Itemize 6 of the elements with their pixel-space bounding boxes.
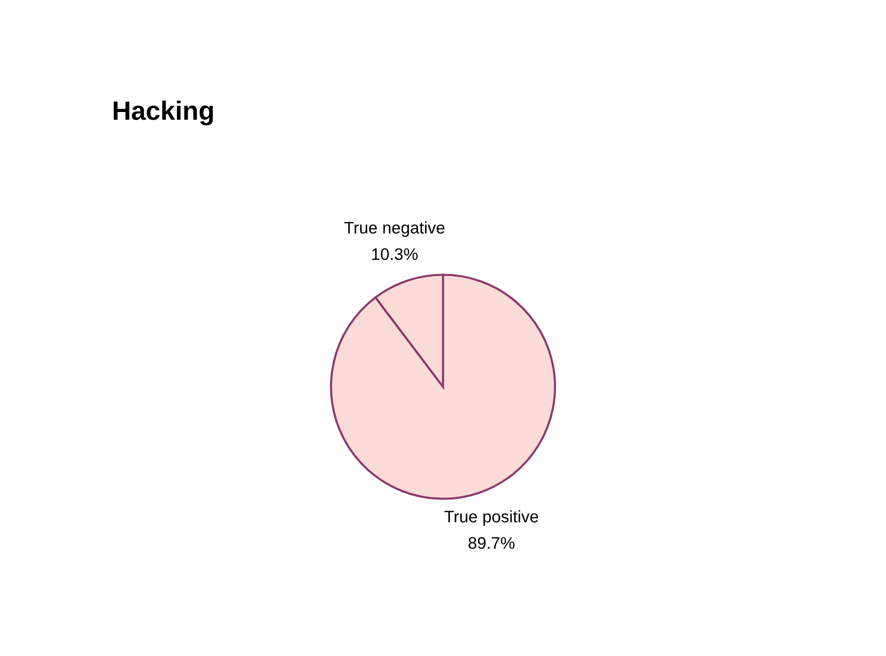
pie-slice [330,274,556,500]
slice-label: True positive [444,510,538,526]
slice-label: True negative [344,221,444,237]
data-label: 89.7% [468,537,514,549]
data-label: 10.3% [372,248,418,260]
chart-title: Hacking [114,100,213,126]
